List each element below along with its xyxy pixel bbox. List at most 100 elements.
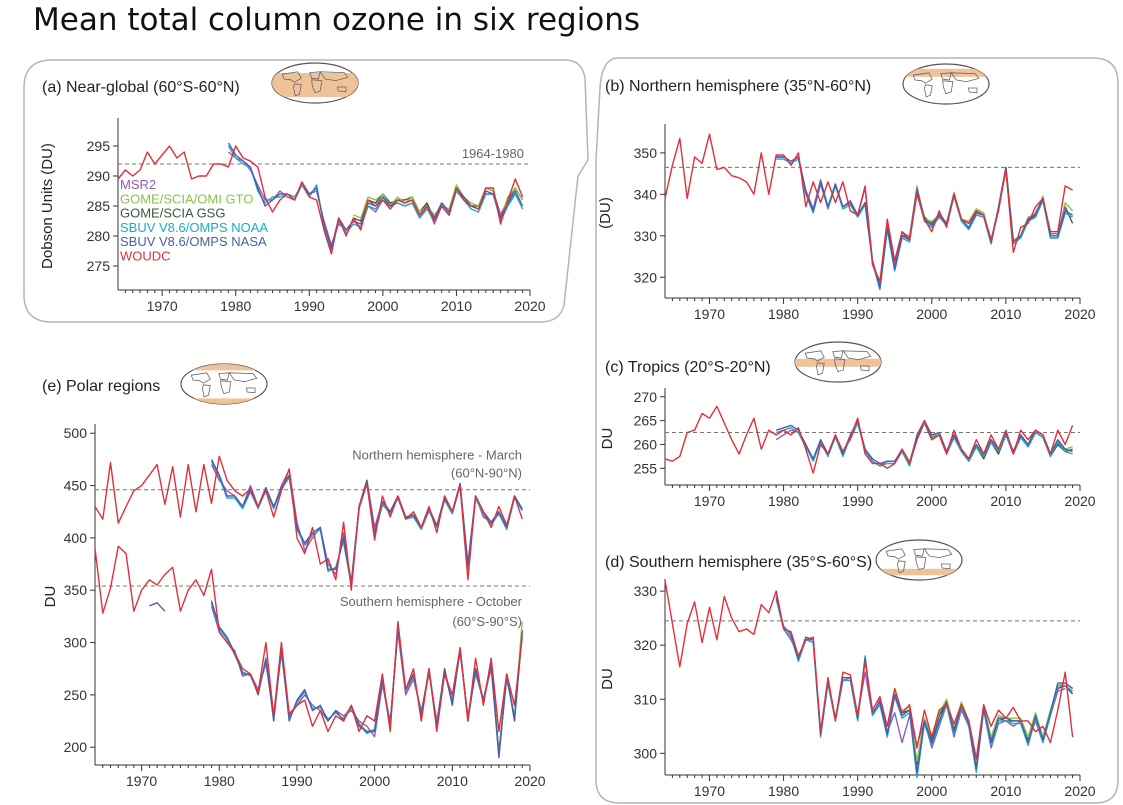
y-tick-label: 200: [64, 739, 88, 755]
map-continent: [816, 362, 825, 376]
series-line-woudc: [664, 133, 1073, 283]
map-continent: [220, 380, 232, 395]
series-line-woudc: [664, 580, 1074, 760]
x-tick-label: 2010: [437, 773, 468, 789]
panel-title-d: (d) Southern hemisphere (35°S-60°S): [605, 554, 872, 571]
y-axis-label: DU: [599, 668, 616, 690]
y-tick-label: 295: [87, 138, 111, 154]
map-continent: [940, 563, 951, 570]
legend-entry-woudc: WOUDC: [120, 249, 171, 264]
series-line-msr2: [776, 156, 1066, 287]
y-tick-label: 310: [634, 691, 658, 707]
chart-panel-a: (a) Near-global (60°S-60°N) 275 280 285 290 2…: [39, 62, 546, 314]
series-line-woudc: [117, 145, 524, 255]
y-tick-label: 320: [634, 269, 658, 285]
y-tick-label: 330: [634, 228, 658, 244]
x-tick-label: 2000: [916, 306, 947, 322]
chart-panel-b: (b) Northern hemisphere (35°N-60°N) 320 33…: [597, 63, 1096, 322]
series-line-sbuv-v8-6-omps-noaa: [775, 599, 1074, 779]
series-line-gome-scia-omi-gto-south: [343, 621, 523, 754]
reference-label: 1964-1980: [462, 146, 524, 161]
x-tick-label: 1990: [281, 773, 312, 789]
x-tick-label: 1980: [768, 783, 799, 799]
map-continent: [842, 350, 872, 361]
y-tick-label: 300: [634, 745, 658, 761]
series-line-woudc: [664, 405, 1074, 474]
x-tick-label: 1990: [842, 493, 873, 509]
x-tick-label: 2000: [916, 493, 947, 509]
chart-panel-d: (d) Southern hemisphere (35°S-60°S) 300 31…: [599, 539, 1096, 799]
map-continent: [804, 350, 825, 362]
map-continent: [336, 86, 347, 93]
map-continent: [913, 548, 925, 557]
y-tick-label: 285: [87, 198, 111, 214]
y-tick-label: 250: [64, 687, 88, 703]
map-continent: [293, 83, 302, 97]
map-continent: [859, 365, 870, 372]
x-tick-label: 2000: [359, 773, 390, 789]
series-line-sbuv-v8-6-omps-noaa: [776, 158, 1073, 291]
region-map-icon: [875, 539, 963, 581]
y-axis-label: DU: [599, 428, 616, 450]
y-tick-label: 340: [634, 186, 658, 202]
y-tick-label: 300: [64, 635, 88, 651]
map-continent: [832, 350, 844, 359]
reference-label-range: (60°S-90°S): [452, 614, 522, 629]
x-tick-label: 1980: [768, 493, 799, 509]
y-tick-label: 350: [64, 582, 88, 598]
x-tick-label: 1980: [220, 298, 251, 314]
y-tick-label: 270: [634, 389, 658, 405]
panel-a-callout-outline: [23, 59, 589, 323]
map-continent: [311, 79, 323, 94]
reference-label: Southern hemisphere - October: [340, 594, 523, 609]
map-continent: [202, 384, 211, 398]
x-tick-label: 2020: [1064, 493, 1095, 509]
x-tick-label: 1980: [204, 773, 235, 789]
y-axis-label: DU: [42, 586, 59, 608]
region-map-icon: [794, 341, 882, 383]
y-tick-label: 275: [87, 258, 111, 274]
x-tick-label: 2010: [990, 306, 1021, 322]
y-axis-label: (DU): [597, 197, 614, 229]
map-region-band: [272, 73, 358, 97]
x-tick-label: 1970: [694, 493, 725, 509]
y-tick-label: 500: [64, 425, 88, 441]
map-continent: [967, 87, 978, 94]
x-tick-label: 2020: [514, 298, 545, 314]
series-line-gome-scia-gsg-south: [343, 628, 523, 755]
map-continent: [942, 80, 954, 95]
series-line-sbuv-v8-6-omps-nasa-south-early: [149, 602, 166, 612]
panel-title-a: (a) Near-global (60°S-60°N): [42, 79, 240, 96]
panel-title-b: (b) Northern hemisphere (35°N-60°N): [605, 78, 871, 95]
map-region-band: [876, 568, 962, 576]
map-continent: [245, 387, 256, 394]
legend-entry-sbuv-v8-6-omps-nasa: SBUV V8.6/OMPS NASA: [120, 234, 267, 249]
map-region-band: [795, 358, 881, 367]
reference-label: Northern hemisphere - March: [352, 448, 522, 463]
map-continent: [228, 372, 258, 383]
y-tick-label: 350: [634, 145, 658, 161]
x-tick-label: 1990: [294, 298, 325, 314]
chart-panel-c: (c) Tropics (20°S-20°N) 255 260 265 270 1970 1…: [599, 341, 1096, 509]
y-tick-label: 255: [634, 460, 658, 476]
map-continent: [319, 71, 349, 82]
x-tick-label: 2010: [990, 493, 1021, 509]
map-region-band-north: [181, 364, 267, 371]
map-continent: [940, 72, 952, 81]
legend-entry-gome-scia-gsg: GOME/SCIA GSG: [120, 206, 225, 221]
region-map-icon: [180, 363, 268, 405]
x-tick-label: 1970: [126, 773, 157, 789]
region-map-icon: [902, 63, 990, 105]
map-continent: [923, 548, 953, 559]
y-tick-label: 330: [634, 583, 658, 599]
y-tick-label: 290: [87, 168, 111, 184]
x-tick-label: 2020: [1064, 306, 1095, 322]
map-continent: [218, 372, 230, 381]
x-tick-label: 1970: [694, 783, 725, 799]
map-continent: [190, 372, 211, 384]
series-line-woudc-north: [94, 455, 523, 591]
x-tick-label: 1980: [768, 306, 799, 322]
reference-label-range: (60°N-90°N): [451, 466, 522, 481]
page-title: Mean total column ozone in six regions: [33, 2, 641, 38]
